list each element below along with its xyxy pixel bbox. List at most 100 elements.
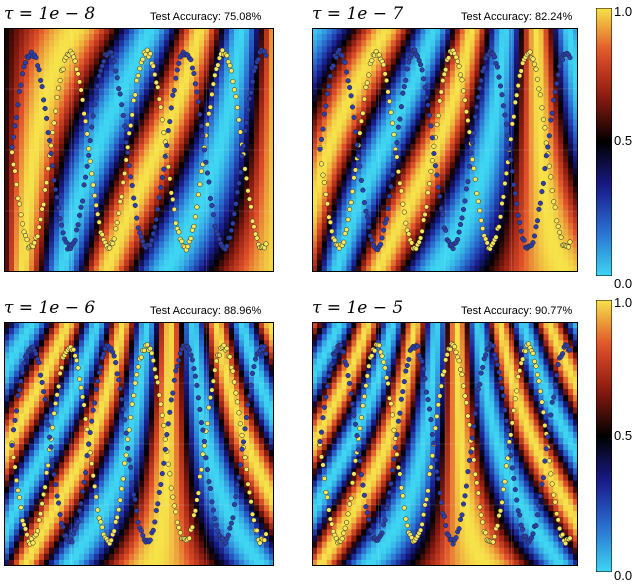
- data-point: [195, 99, 201, 105]
- data-point: [131, 492, 137, 498]
- data-point: [363, 383, 369, 389]
- data-point: [543, 153, 549, 159]
- data-point: [429, 158, 435, 164]
- data-point: [409, 240, 415, 246]
- data-point: [518, 68, 524, 74]
- data-point: [42, 484, 48, 490]
- data-point: [84, 131, 90, 137]
- data-point: [401, 379, 407, 385]
- data-point: [209, 499, 215, 505]
- data-point: [126, 427, 132, 433]
- data-point: [162, 153, 168, 159]
- data-point: [167, 471, 173, 477]
- data-point: [224, 345, 230, 351]
- data-point: [10, 454, 17, 460]
- data-point: [369, 353, 375, 359]
- data-point: [391, 427, 397, 433]
- data-point: [499, 385, 505, 391]
- data-point: [394, 140, 400, 146]
- data-point: [425, 102, 431, 108]
- data-point: [360, 187, 366, 193]
- panel-accuracy-1: Test Accuracy: 75.08%: [150, 11, 262, 23]
- data-point: [502, 407, 508, 413]
- data-point: [45, 166, 51, 172]
- data-point: [200, 451, 206, 457]
- data-point: [381, 522, 387, 528]
- data-point: [434, 122, 440, 128]
- heatmap-plot-3: [4, 322, 274, 566]
- data-point: [48, 143, 54, 149]
- data-point: [51, 410, 57, 416]
- data-point: [56, 500, 62, 506]
- data-point: [512, 190, 518, 196]
- data-point: [554, 218, 560, 224]
- data-point: [515, 374, 521, 380]
- data-point: [327, 219, 333, 225]
- data-point: [192, 81, 198, 87]
- data-point: [95, 507, 101, 513]
- data-point: [391, 161, 397, 167]
- data-point: [159, 175, 165, 181]
- data-point: [369, 58, 375, 64]
- data-point: [358, 472, 364, 478]
- data-point: [92, 193, 98, 199]
- data-point: [116, 377, 122, 383]
- data-point: [354, 433, 360, 439]
- data-point: [327, 516, 333, 522]
- data-point: [348, 391, 354, 397]
- data-point: [549, 481, 555, 487]
- data-point: [469, 140, 475, 146]
- data-point: [54, 194, 60, 200]
- data-point: [428, 464, 434, 470]
- data-point: [438, 383, 444, 389]
- data-point: [224, 52, 230, 59]
- data-point: [138, 234, 144, 240]
- data-point: [24, 237, 30, 243]
- data-point: [150, 231, 156, 237]
- data-point: [90, 473, 96, 479]
- data-point: [78, 87, 84, 93]
- data-point: [207, 485, 213, 492]
- data-point: [540, 475, 546, 481]
- data-point: [509, 121, 515, 127]
- data-point: [60, 230, 66, 236]
- data-point: [549, 399, 555, 405]
- data-point: [155, 206, 161, 212]
- data-point: [51, 177, 57, 183]
- data-point: [210, 81, 216, 87]
- data-point: [352, 129, 359, 135]
- data-point: [404, 66, 410, 72]
- data-point: [173, 368, 179, 374]
- data-point: [204, 420, 210, 426]
- data-point: [240, 143, 247, 149]
- data-point: [565, 244, 572, 250]
- data-point: [165, 461, 171, 467]
- data-point: [92, 483, 98, 489]
- data-point: [497, 375, 504, 382]
- data-point: [492, 534, 498, 540]
- data-point: [168, 190, 174, 196]
- data-point: [19, 71, 26, 77]
- data-point: [173, 509, 179, 515]
- data-point: [530, 531, 536, 537]
- data-point: [72, 58, 78, 64]
- data-point: [426, 181, 433, 187]
- data-point: [18, 212, 24, 218]
- data-point: [326, 214, 332, 220]
- data-point: [98, 519, 104, 525]
- data-point: [221, 342, 227, 348]
- data-point: [248, 499, 254, 505]
- data-point: [511, 407, 517, 414]
- data-point: [111, 58, 117, 64]
- data-point: [13, 181, 20, 188]
- data-point: [494, 362, 501, 368]
- data-point: [438, 89, 444, 95]
- data-point: [361, 96, 367, 102]
- data-point: [429, 453, 435, 459]
- data-point: [352, 421, 359, 427]
- data-point: [329, 521, 335, 527]
- data-point: [198, 420, 204, 426]
- data-point: [432, 425, 438, 431]
- data-point: [474, 190, 480, 197]
- data-point: [108, 537, 114, 543]
